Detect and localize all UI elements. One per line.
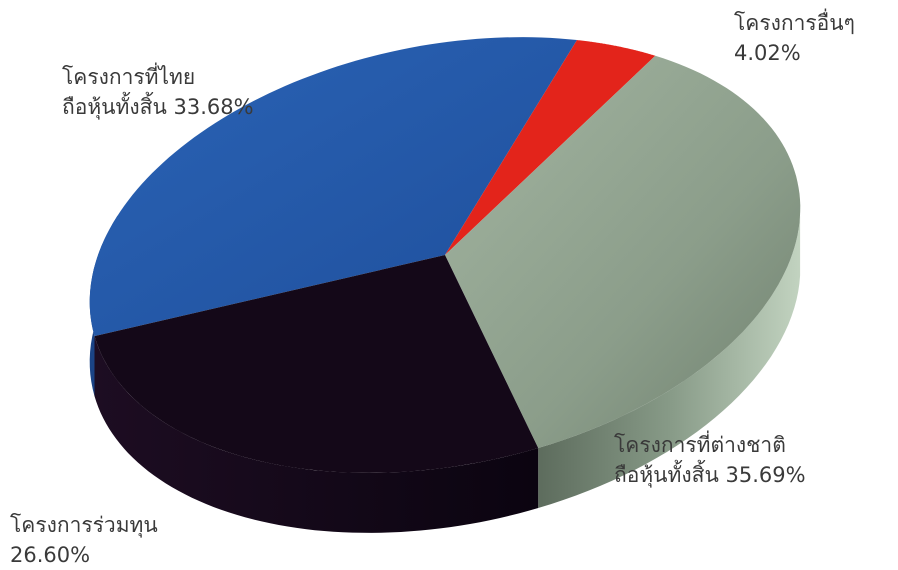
slice-label-foreign-line2: ถือหุ้นทั้งสิ้น bbox=[614, 463, 719, 487]
side-foreign bbox=[538, 215, 801, 508]
slice-label-thai-line1: โครงการที่ไทย bbox=[62, 65, 196, 89]
slice-value-foreign: 35.69% bbox=[725, 463, 806, 487]
slice-joint bbox=[94, 255, 539, 473]
slice-label-thai: โครงการที่ไทย ถือหุ้นทั้งสิ้น 33.68% bbox=[62, 62, 254, 122]
slice-label-other: โครงการอื่นๆ 4.02% bbox=[734, 8, 855, 68]
slice-label-other-line1: โครงการอื่นๆ bbox=[734, 11, 855, 35]
slice-value-thai: 33.68% bbox=[173, 95, 254, 119]
slice-label-foreign-line1: โครงการที่ต่างชาติ bbox=[614, 433, 786, 457]
slice-label-joint-line1: โครงการร่วมทุน bbox=[10, 513, 158, 537]
slice-value-other: 4.02% bbox=[734, 41, 801, 65]
slice-label-foreign: โครงการที่ต่างชาติ ถือหุ้นทั้งสิ้น 35.69… bbox=[614, 430, 806, 490]
slice-other bbox=[445, 40, 656, 255]
slice-foreign bbox=[445, 55, 801, 449]
slice-thai bbox=[89, 37, 577, 337]
side-joint bbox=[94, 336, 539, 533]
slice-label-thai-line2: ถือหุ้นทั้งสิ้น bbox=[62, 95, 167, 119]
slice-label-joint: โครงการร่วมทุน 26.60% bbox=[10, 510, 158, 570]
slice-value-joint: 26.60% bbox=[10, 543, 91, 567]
